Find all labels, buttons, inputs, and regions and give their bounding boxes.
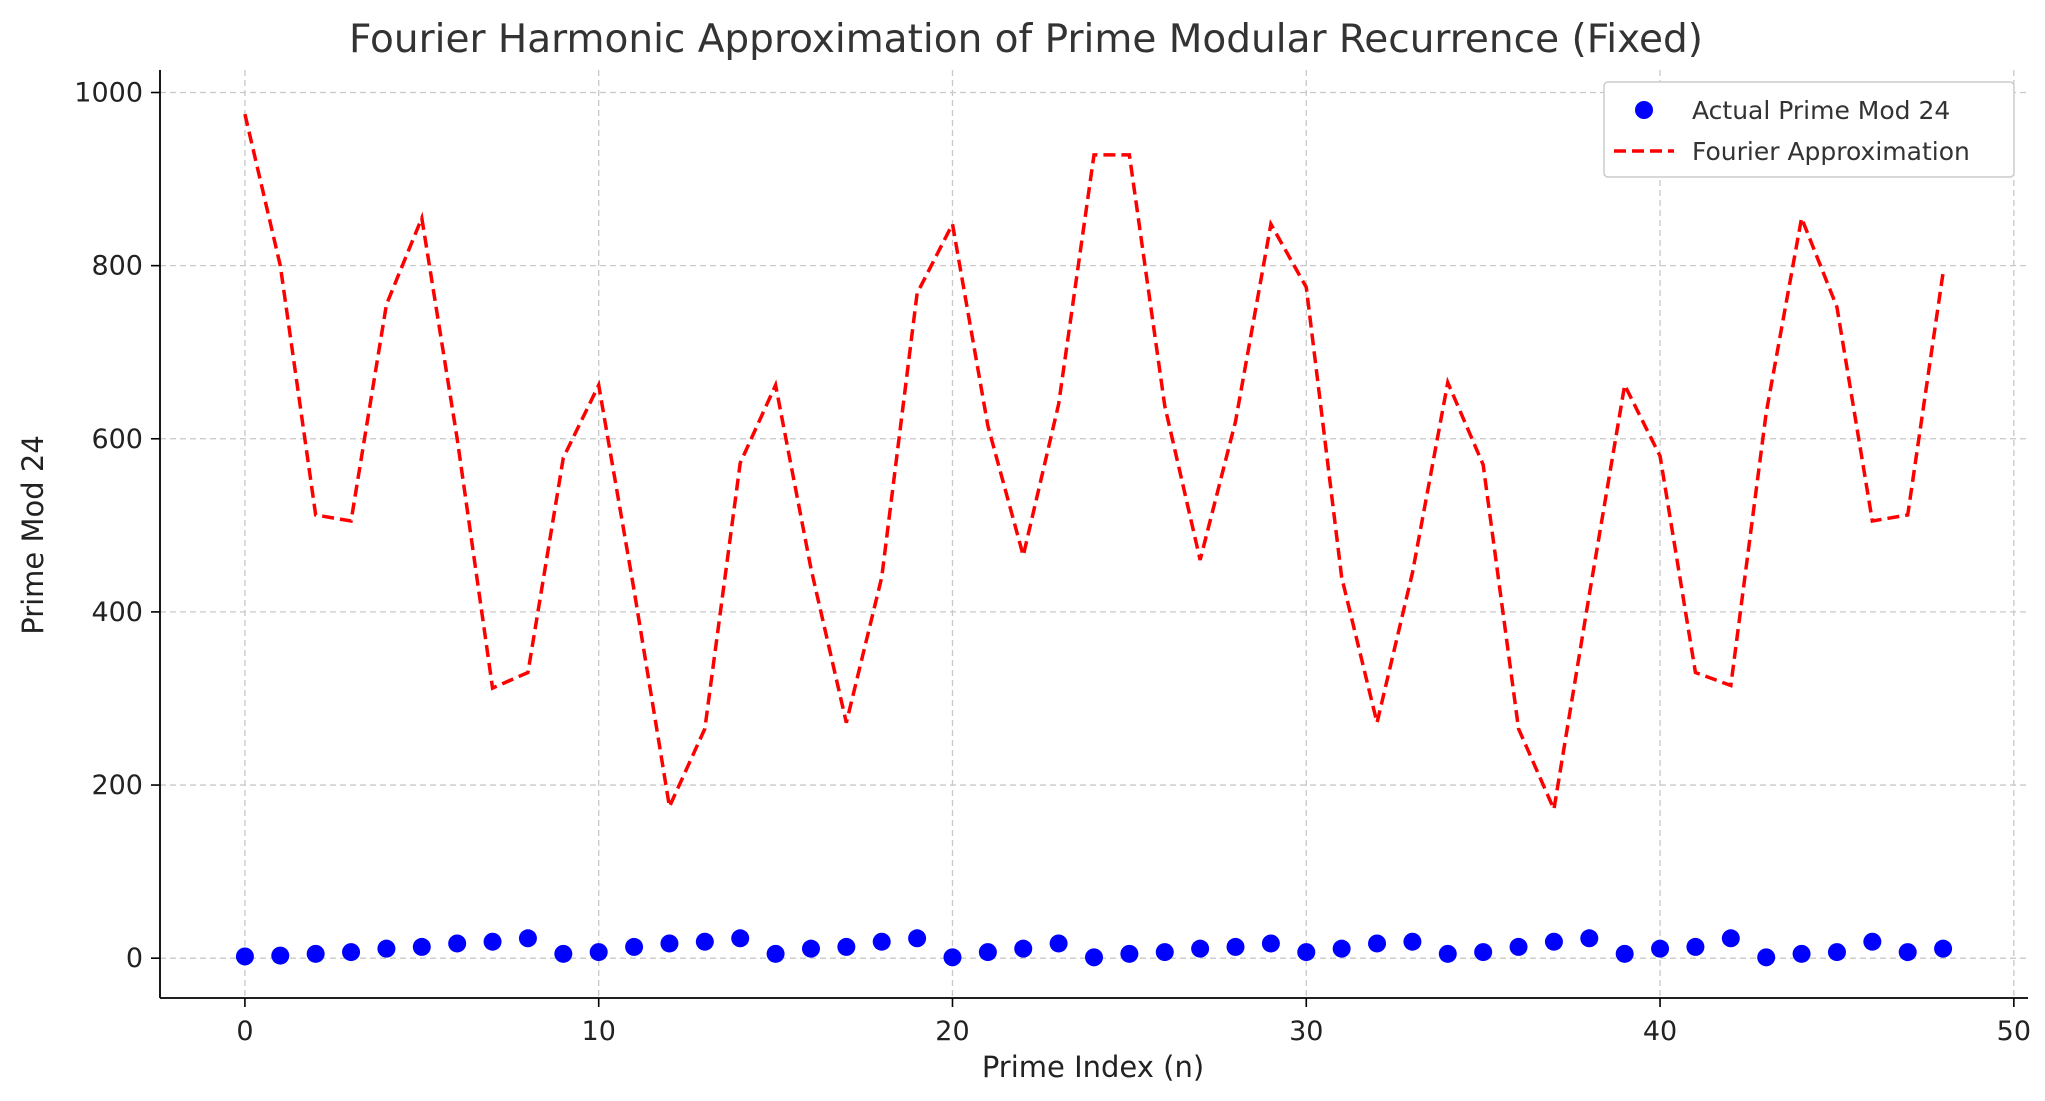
data-point-actual-prime-mod-24 [1580,929,1599,948]
legend-label-fourier: Fourier Approximation [1692,137,1970,166]
data-point-actual-prime-mod-24 [908,929,927,948]
data-point-actual-prime-mod-24 [943,948,962,967]
data-point-actual-prime-mod-24 [1226,937,1245,956]
data-point-actual-prime-mod-24 [1297,943,1316,962]
data-point-actual-prime-mod-24 [837,937,856,956]
data-point-actual-prime-mod-24 [518,929,537,948]
data-point-actual-prime-mod-24 [1544,932,1563,951]
legend-marker-actual [1635,101,1653,119]
x-tick-label: 50 [1997,1016,2031,1047]
data-point-actual-prime-mod-24 [1474,943,1493,962]
data-point-actual-prime-mod-24 [1615,944,1634,963]
data-point-actual-prime-mod-24 [1863,932,1882,951]
data-point-actual-prime-mod-24 [695,932,714,951]
data-point-actual-prime-mod-24 [1332,939,1351,958]
data-point-actual-prime-mod-24 [1191,939,1210,958]
y-tick-label: 200 [91,770,143,801]
data-point-actual-prime-mod-24 [660,934,679,953]
data-point-actual-prime-mod-24 [1509,937,1528,956]
data-point-actual-prime-mod-24 [625,937,644,956]
x-axis-label: Prime Index (n) [982,1050,1204,1084]
data-point-actual-prime-mod-24 [1827,943,1846,962]
data-point-actual-prime-mod-24 [766,944,785,963]
data-point-actual-prime-mod-24 [1403,932,1422,951]
y-axis-label: Prime Mod 24 [16,435,50,635]
data-point-actual-prime-mod-24 [731,929,750,948]
data-point-actual-prime-mod-24 [1792,944,1811,963]
data-point-actual-prime-mod-24 [801,939,820,958]
series-line-fourier-approximation [243,113,1945,816]
data-point-actual-prime-mod-24 [1898,943,1917,962]
data-point-actual-prime-mod-24 [377,939,396,958]
data-point-actual-prime-mod-24 [483,932,502,951]
data-point-actual-prime-mod-24 [554,944,573,963]
x-tick-label: 10 [582,1016,616,1047]
x-tick-label: 40 [1643,1016,1677,1047]
data-point-actual-prime-mod-24 [1261,934,1280,953]
data-point-actual-prime-mod-24 [448,934,467,953]
data-point-actual-prime-mod-24 [1368,934,1387,953]
data-point-actual-prime-mod-24 [872,932,891,951]
data-point-actual-prime-mod-24 [1120,944,1139,963]
data-point-actual-prime-mod-24 [1721,929,1740,948]
data-point-actual-prime-mod-24 [1651,939,1670,958]
data-point-actual-prime-mod-24 [1438,944,1457,963]
data-point-actual-prime-mod-24 [271,946,290,965]
data-point-actual-prime-mod-24 [342,943,361,962]
y-tick-label: 0 [126,943,143,974]
y-tick-label: 1000 [74,78,143,109]
grid-lines [160,70,2028,998]
tick-labels: 0 10 20 30 40 50 0 200 400 600 800 1000 [74,78,2031,1047]
y-tick-label: 600 [91,424,143,455]
x-tick-label: 0 [236,1016,253,1047]
y-tick-label: 800 [91,251,143,282]
data-point-actual-prime-mod-24 [1757,948,1776,967]
legend-label-actual: Actual Prime Mod 24 [1692,96,1950,125]
chart-title: Fourier Harmonic Approximation of Prime … [349,17,1703,62]
y-tick-label: 400 [91,597,143,628]
x-tick-label: 30 [1289,1016,1323,1047]
data-point-actual-prime-mod-24 [1085,948,1103,967]
data-point-actual-prime-mod-24 [978,943,997,962]
data-point-actual-prime-mod-24 [1049,934,1068,953]
data-point-actual-prime-mod-24 [1155,943,1174,962]
plot-area [235,113,1953,967]
axes [159,70,2028,999]
data-point-actual-prime-mod-24 [306,944,325,963]
data-point-actual-prime-mod-24 [1014,939,1033,958]
data-point-actual-prime-mod-24 [589,943,608,962]
x-tick-label: 20 [935,1016,969,1047]
data-point-actual-prime-mod-24 [1686,937,1705,956]
legend-box [1603,81,2015,178]
data-point-actual-prime-mod-24 [1934,939,1953,958]
legend: Actual Prime Mod 24 Fourier Approximatio… [1603,81,2015,178]
data-point-actual-prime-mod-24 [235,947,254,966]
data-point-actual-prime-mod-24 [412,937,431,956]
